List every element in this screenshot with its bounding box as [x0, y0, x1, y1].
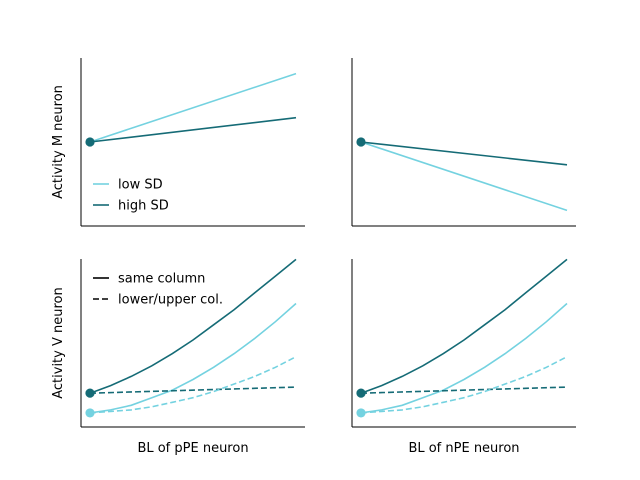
start-point-marker-1	[85, 388, 95, 398]
legend-label-1: same column	[118, 272, 205, 287]
panel-bottom-left: same column lower/upper col. Activity V n…	[51, 258, 305, 456]
start-point-marker-1	[356, 388, 366, 398]
y-axis-label: Activity V neuron	[51, 287, 66, 399]
x-axis-label: BL of nPE neuron	[408, 441, 519, 456]
series-line-1	[89, 258, 297, 394]
series-line-2	[89, 302, 297, 414]
panel-top-right	[351, 58, 576, 227]
legend-label-1: low SD	[118, 178, 163, 193]
legend-label-2: high SD	[118, 199, 169, 214]
series-line-1	[360, 258, 568, 394]
start-point-marker-1	[85, 137, 95, 147]
series-line-4	[360, 355, 568, 414]
start-point-marker-1	[356, 137, 366, 147]
series-line-3	[89, 386, 297, 394]
series-line-2	[360, 141, 568, 166]
series-line-1	[89, 72, 297, 143]
start-point-marker-2	[85, 408, 95, 418]
series-line-2	[360, 302, 568, 414]
series-line-1	[360, 141, 568, 212]
panel-top-left: low SD high SD Activity M neuron	[51, 58, 305, 227]
start-point-marker-2	[356, 408, 366, 418]
series-line-2	[89, 116, 297, 143]
panel-bottom-right: BL of nPE neuron	[351, 258, 576, 456]
y-axis-label: Activity M neuron	[51, 85, 66, 199]
legend-label-2: lower/upper col.	[118, 293, 223, 308]
series-line-4	[89, 355, 297, 414]
series-line-3	[360, 386, 568, 394]
x-axis-label: BL of pPE neuron	[137, 441, 248, 456]
